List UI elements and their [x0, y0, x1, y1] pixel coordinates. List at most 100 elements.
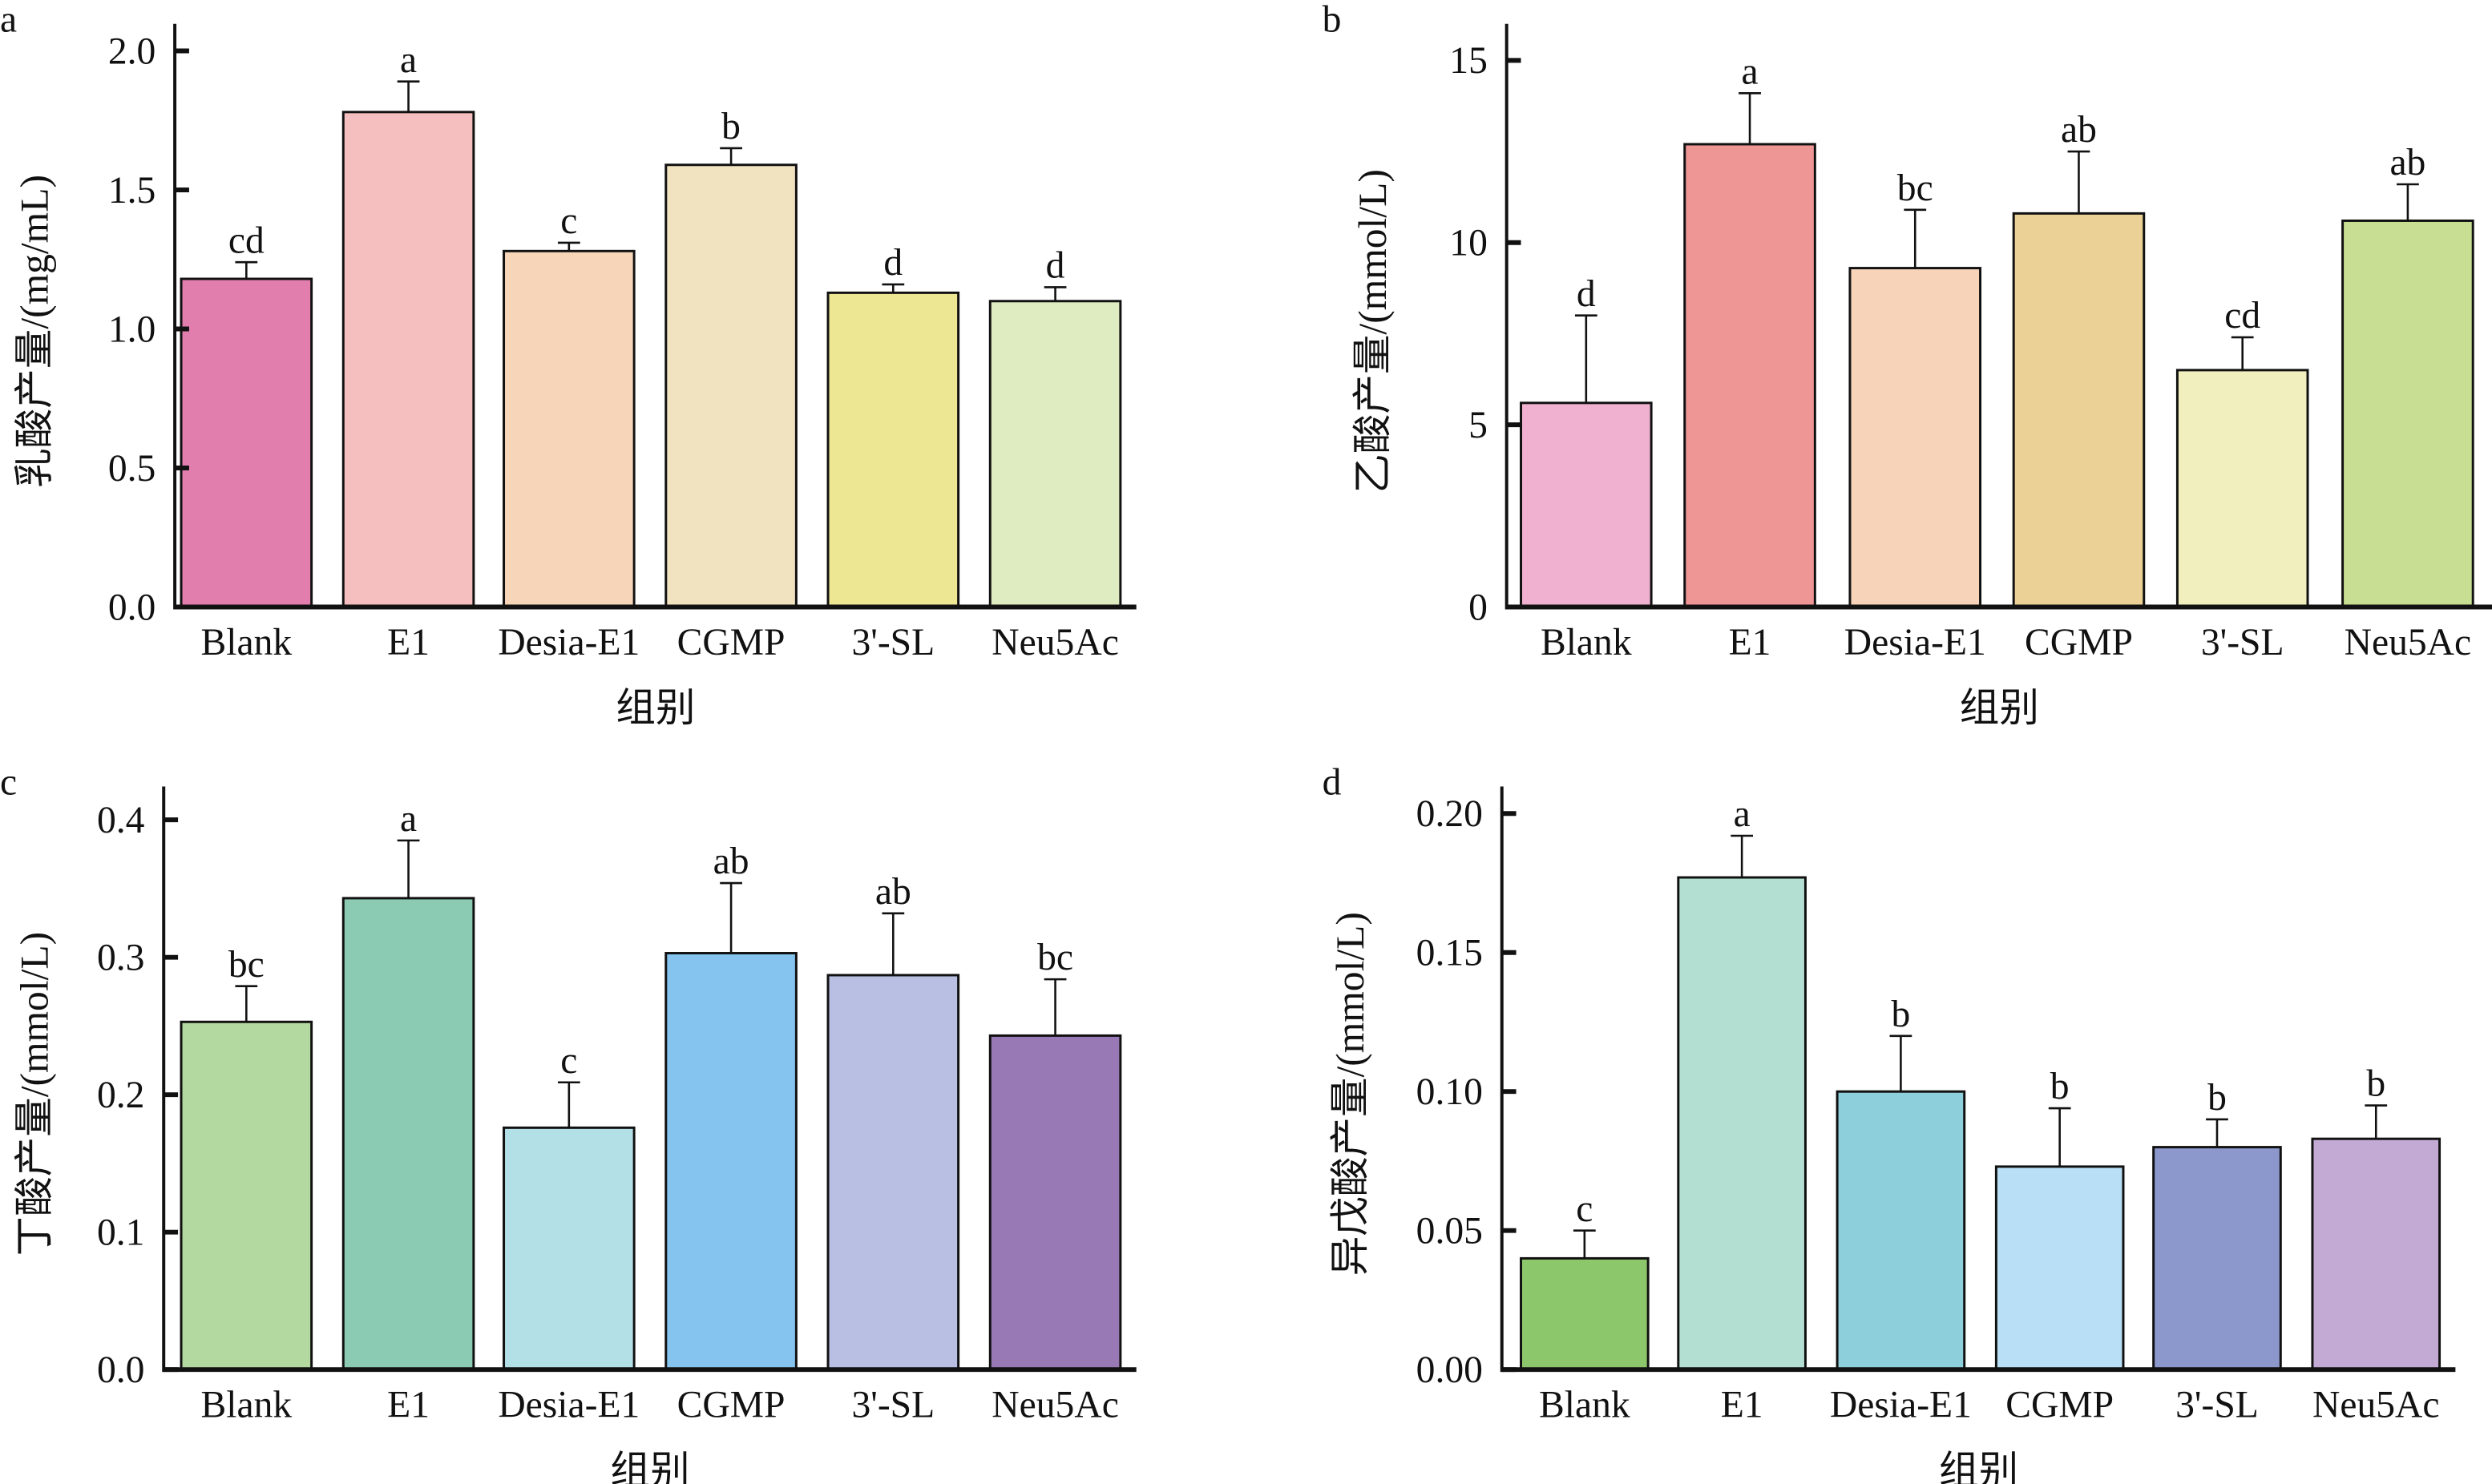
y-tick-label: 0.3 — [97, 938, 144, 979]
significance-label: c — [560, 1040, 577, 1082]
y-tick-label: 1.5 — [108, 170, 155, 212]
bar — [1677, 876, 1807, 1371]
x-tick-label: E1 — [387, 622, 430, 663]
x-tick-label: CGMP — [677, 622, 786, 663]
x-tick-label: Blank — [201, 622, 293, 663]
y-axis-label: 乳酸产量/(mg/mL) — [12, 175, 56, 488]
y-tick-label: 0.5 — [108, 448, 155, 490]
x-tick-label: Desia-E1 — [1830, 1385, 1972, 1426]
bar — [1994, 1165, 2125, 1371]
y-tick-label: 0.0 — [97, 1349, 144, 1391]
y-tick-label: 0.0 — [108, 587, 155, 628]
significance-label: bc — [1897, 167, 1933, 209]
y-tick-label: 0.20 — [1416, 793, 1483, 835]
x-tick-label: 3'-SL — [2201, 622, 2284, 663]
bar — [2175, 369, 2309, 608]
panel-letter: d — [1323, 761, 1342, 803]
bar — [2341, 219, 2474, 608]
bar — [2311, 1137, 2442, 1371]
x-axis-label: 组别 — [1939, 1449, 2018, 1484]
x-tick-label: Desia-E1 — [1844, 622, 1986, 663]
panel-letter: c — [0, 761, 17, 803]
bar — [180, 1020, 313, 1371]
x-tick-label: Blank — [1539, 1385, 1630, 1426]
significance-label: b — [2207, 1077, 2227, 1119]
y-tick-label: 0.05 — [1416, 1211, 1483, 1252]
bar — [826, 291, 960, 608]
significance-label: d — [1577, 273, 1596, 315]
significance-label: a — [1741, 50, 1758, 92]
bar — [503, 1126, 636, 1371]
bar — [988, 300, 1122, 608]
panel-b: b d Blank a E1 bc Desia-E1 ab CGMP cd 3'-SL ab Neu5A… — [1323, 0, 2492, 730]
y-tick-label: 0.1 — [97, 1212, 144, 1254]
significance-label: cd — [2224, 295, 2260, 337]
significance-label: ab — [875, 871, 911, 913]
bar — [826, 974, 960, 1371]
x-tick-label: E1 — [1729, 622, 1771, 663]
y-tick-label: 0.00 — [1416, 1349, 1483, 1391]
bar — [1520, 1256, 1650, 1371]
y-tick-label: 0.4 — [97, 800, 145, 841]
y-tick-label: 0.10 — [1416, 1071, 1483, 1113]
x-tick-label: Blank — [201, 1385, 293, 1426]
significance-label: ab — [2389, 142, 2425, 183]
significance-label: a — [1734, 793, 1751, 835]
x-tick-label: Blank — [1541, 622, 1632, 663]
x-tick-label: 3'-SL — [851, 622, 935, 663]
x-tick-label: 3'-SL — [2175, 1385, 2259, 1426]
significance-label: b — [1892, 994, 1911, 1035]
x-tick-label: Neu5Ac — [2345, 622, 2472, 663]
x-tick-label: CGMP — [2005, 1385, 2114, 1426]
y-axis-label: 异戊酸产量/(mmol/L) — [1328, 912, 1372, 1276]
x-tick-label: Desia-E1 — [498, 622, 640, 663]
panel-d: d c Blank a E1 b Desia-E1 b CGMP b 3'-SL b Neu5Ac 0.0… — [1323, 761, 2456, 1484]
significance-label: ab — [713, 841, 749, 882]
bar — [1836, 1090, 1966, 1371]
y-tick-label: 10 — [1449, 223, 1488, 264]
bar — [988, 1034, 1122, 1371]
x-tick-label: 3'-SL — [851, 1385, 935, 1426]
x-tick-label: Neu5Ac — [992, 1385, 1119, 1426]
bar — [1520, 401, 1653, 608]
bar — [341, 897, 475, 1371]
panel-a: a cd Blank a E1 c Desia-E1 b CGMP d 3'-SL d Neu5Ac 0.… — [0, 0, 1137, 730]
x-tick-label: CGMP — [2025, 622, 2133, 663]
x-axis-label: 组别 — [616, 686, 695, 730]
y-tick-label: 15 — [1449, 40, 1488, 82]
significance-label: ab — [2061, 109, 2097, 151]
y-tick-label: 0.15 — [1416, 933, 1483, 974]
y-tick-label: 1.0 — [108, 308, 155, 350]
panel-letter: b — [1323, 0, 1342, 41]
significance-label: b — [2050, 1066, 2070, 1107]
x-tick-label: CGMP — [677, 1385, 786, 1426]
x-axis-label: 组别 — [1960, 686, 2039, 730]
significance-label: c — [560, 200, 577, 242]
significance-label: b — [2366, 1063, 2385, 1105]
y-tick-label: 0.2 — [97, 1075, 144, 1116]
significance-label: d — [883, 242, 903, 284]
y-tick-label: 2.0 — [108, 30, 155, 72]
bar — [2012, 212, 2146, 608]
y-axis-label: 乙酸产量/(mmol/L) — [1351, 169, 1395, 494]
significance-label: b — [721, 106, 741, 147]
bar — [664, 952, 798, 1371]
significance-label: a — [400, 39, 417, 81]
bar — [341, 111, 475, 608]
x-axis-label: 组别 — [610, 1449, 689, 1484]
bar — [664, 163, 798, 608]
y-axis-label: 丁酸产量/(mmol/L) — [12, 932, 56, 1256]
x-tick-label: Neu5Ac — [2312, 1385, 2440, 1426]
bar — [1683, 143, 1816, 608]
panel-c: c bc Blank a E1 c Desia-E1 ab CGMP ab 3'-SL bc Neu5A… — [0, 761, 1137, 1484]
bar — [2152, 1146, 2282, 1371]
y-tick-label: 5 — [1468, 405, 1488, 446]
significance-label: c — [1576, 1188, 1593, 1230]
bar — [1848, 267, 1982, 608]
x-tick-label: Desia-E1 — [498, 1385, 640, 1426]
bar — [503, 249, 636, 608]
bar — [180, 277, 313, 608]
x-tick-label: E1 — [387, 1385, 430, 1426]
significance-label: bc — [228, 944, 265, 986]
